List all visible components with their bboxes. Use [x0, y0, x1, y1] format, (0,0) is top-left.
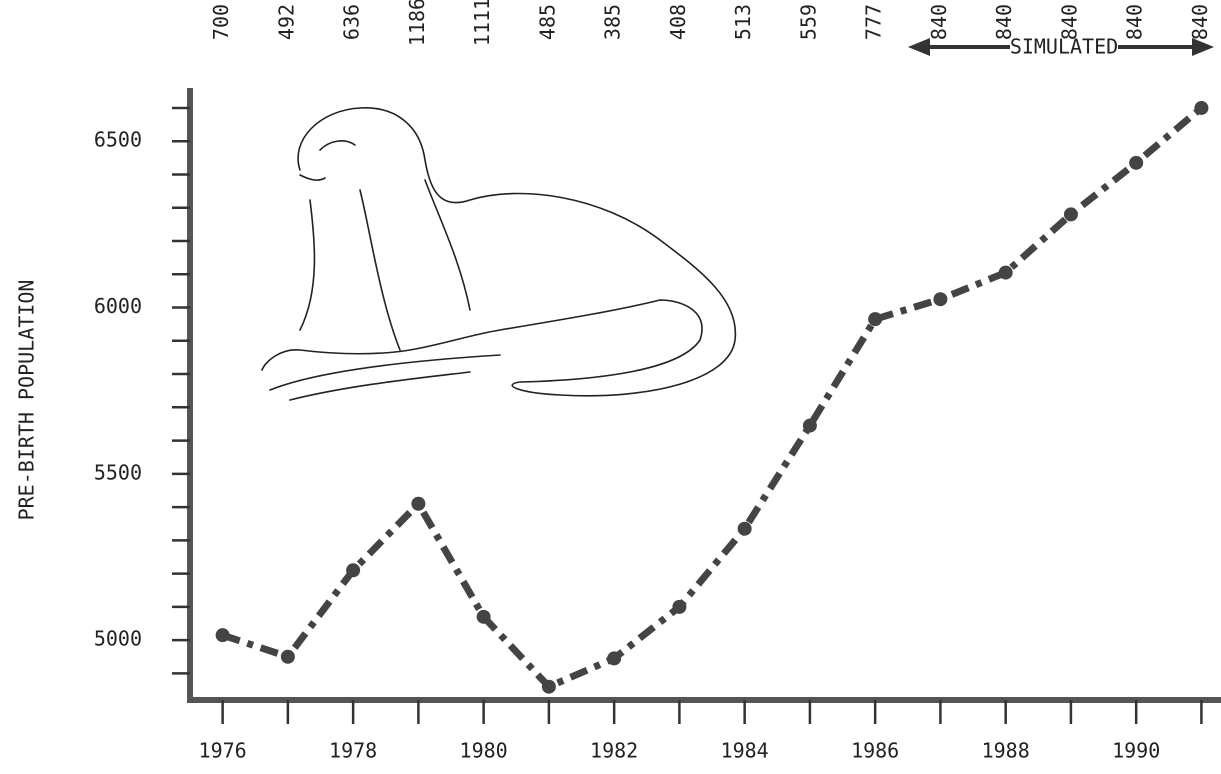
data-point	[216, 628, 230, 642]
top-label: 777	[862, 4, 886, 40]
top-label: 840	[1057, 4, 1081, 40]
data-line	[223, 108, 1202, 687]
y-tick-label: 5500	[94, 460, 142, 484]
y-tick-label: 6000	[94, 294, 142, 318]
y-axis-label: PRE-BIRTH POPULATION	[15, 280, 39, 521]
top-label: 1111	[470, 0, 494, 46]
x-tick-label: 1984	[721, 739, 769, 763]
x-tick-label: 1986	[851, 739, 899, 763]
data-point	[346, 563, 360, 577]
data-point	[411, 497, 425, 511]
x-tick-label: 1982	[590, 739, 638, 763]
top-label: 840	[1188, 4, 1212, 40]
x-tick-label: 1990	[1112, 739, 1160, 763]
data-point	[281, 650, 295, 664]
y-tick-label: 6500	[94, 128, 142, 152]
x-tick-label: 1980	[460, 739, 508, 763]
data-point	[868, 312, 882, 326]
data-point	[999, 266, 1013, 280]
top-label: 840	[927, 4, 951, 40]
x-tick-label: 1978	[329, 739, 377, 763]
data-point	[477, 610, 491, 624]
top-label: 408	[666, 4, 690, 40]
data-point	[1129, 156, 1143, 170]
top-label: 513	[731, 4, 755, 40]
top-label: 485	[535, 4, 559, 40]
top-label: 492	[274, 4, 298, 40]
top-label: 559	[796, 4, 820, 40]
data-point	[1064, 207, 1078, 221]
chart: PRE-BIRTH POPULATION SIMULATED 500055006…	[0, 0, 1221, 774]
top-label: 840	[992, 4, 1016, 40]
otter-illustration	[262, 108, 735, 400]
x-tick-label: 1988	[982, 739, 1030, 763]
top-label: 636	[340, 4, 364, 40]
data-point	[803, 419, 817, 433]
top-label: 840	[1123, 4, 1147, 40]
data-point	[542, 680, 556, 694]
top-label: 700	[209, 4, 233, 40]
data-point	[672, 600, 686, 614]
data-point	[607, 651, 621, 665]
top-label: 1186	[405, 0, 429, 46]
x-tick-label: 1976	[199, 739, 247, 763]
y-tick-label: 5000	[94, 627, 142, 651]
data-point	[1194, 101, 1208, 115]
data-point	[933, 292, 947, 306]
data-point	[738, 522, 752, 536]
top-label: 385	[601, 4, 625, 40]
